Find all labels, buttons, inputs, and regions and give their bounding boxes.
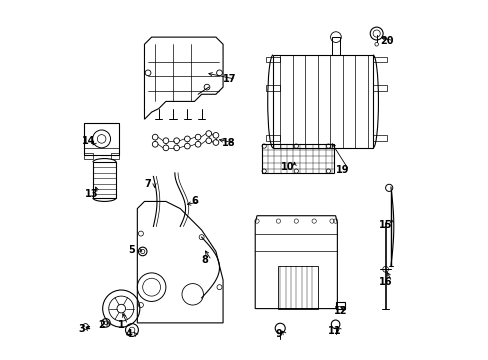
- Bar: [331, 37, 339, 55]
- Bar: [93, 162, 116, 198]
- Bar: [265, 57, 280, 62]
- Text: 15: 15: [378, 220, 391, 230]
- Text: 5: 5: [128, 245, 135, 255]
- Bar: [265, 135, 280, 141]
- Text: 19: 19: [335, 165, 349, 175]
- Text: 10: 10: [281, 162, 294, 172]
- Bar: [83, 153, 93, 158]
- Text: 11: 11: [327, 327, 341, 337]
- Text: 6: 6: [191, 197, 198, 206]
- Text: 3: 3: [79, 324, 85, 334]
- Bar: [83, 123, 119, 155]
- Bar: [372, 85, 386, 91]
- Text: 17: 17: [223, 74, 236, 84]
- Text: 4: 4: [126, 329, 133, 339]
- Text: 18: 18: [221, 138, 235, 148]
- Text: 2: 2: [98, 320, 105, 330]
- Text: 16: 16: [378, 277, 391, 287]
- Bar: [372, 57, 386, 62]
- Text: 13: 13: [85, 189, 98, 199]
- Bar: [265, 85, 280, 91]
- Text: 20: 20: [380, 36, 393, 46]
- Text: 12: 12: [333, 306, 347, 316]
- Text: 8: 8: [202, 255, 208, 265]
- Bar: [262, 144, 333, 173]
- Text: 1: 1: [118, 320, 124, 330]
- Bar: [335, 302, 344, 309]
- Text: 7: 7: [144, 179, 151, 189]
- Bar: [372, 135, 386, 141]
- Text: 9: 9: [274, 329, 281, 339]
- Bar: [272, 55, 372, 148]
- Bar: [278, 266, 317, 309]
- Bar: [110, 153, 119, 158]
- Text: 14: 14: [82, 136, 96, 147]
